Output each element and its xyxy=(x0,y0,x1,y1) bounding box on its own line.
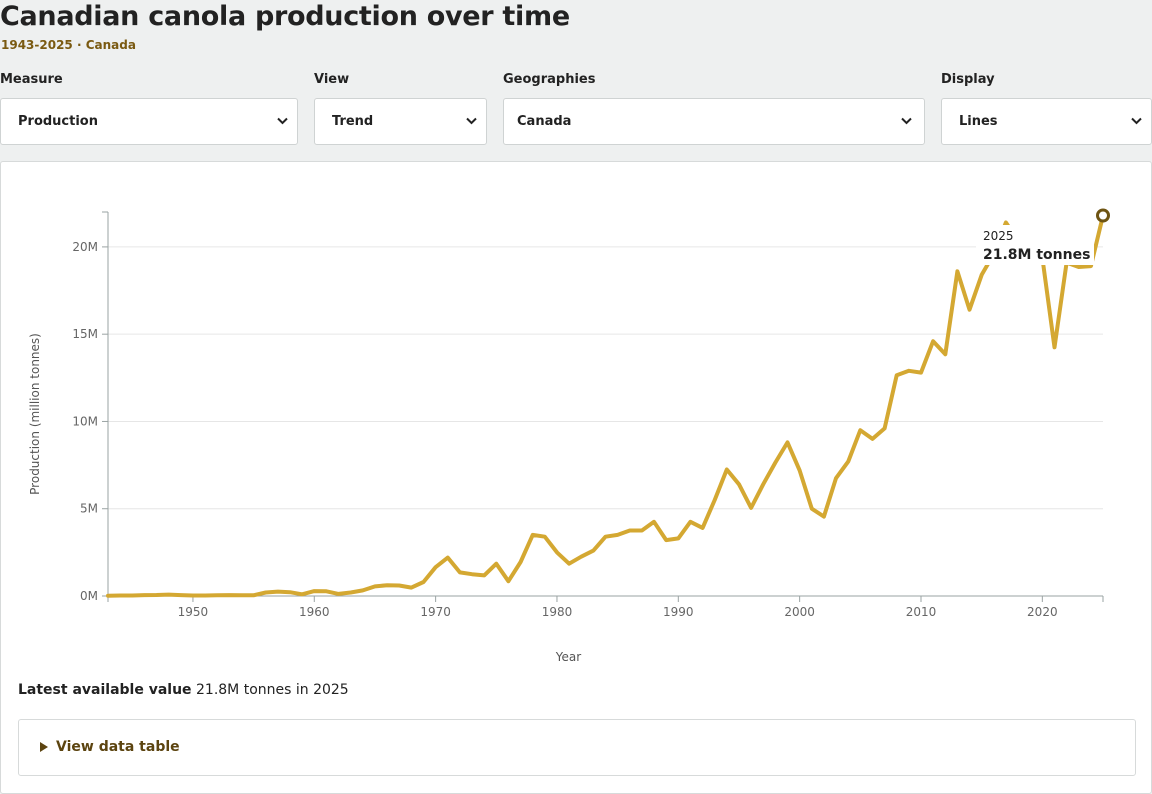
tooltip-value: 21.8M tonnes xyxy=(983,247,1091,263)
x-axis-title: Year xyxy=(555,650,581,664)
x-tick-label: 1970 xyxy=(420,605,451,619)
measure-label: Measure xyxy=(0,72,63,87)
page-title: Canadian canola production over time xyxy=(0,1,570,32)
display-select-value: Lines xyxy=(959,114,998,129)
y-tick-label: 5M xyxy=(80,502,98,516)
latest-value: Latest available value 21.8M tonnes in 2… xyxy=(18,682,349,698)
series-line-production[interactable] xyxy=(106,213,1105,598)
y-tick-label: 20M xyxy=(72,240,98,254)
tooltip-year: 2025 xyxy=(983,229,1014,243)
view-select-value: Trend xyxy=(332,114,374,129)
page-subtitle: 1943-2025 · Canada xyxy=(1,38,136,52)
data-table-toggle[interactable]: View data table xyxy=(18,719,1136,776)
x-tick-label: 1950 xyxy=(178,605,209,619)
chevron-down-icon xyxy=(466,117,477,125)
geographies-label: Geographies xyxy=(503,72,596,87)
x-tick-label: 1980 xyxy=(542,605,573,619)
y-tick-label: 10M xyxy=(72,414,98,428)
y-tick-label: 15M xyxy=(72,327,98,341)
view-label: View xyxy=(314,72,350,87)
x-tick-label: 2000 xyxy=(784,605,815,619)
latest-point-marker[interactable] xyxy=(1096,208,1110,223)
geographies-select-value: Canada xyxy=(517,114,572,129)
display-select[interactable]: Lines xyxy=(941,98,1152,145)
geographies-select[interactable]: Canada xyxy=(503,98,925,145)
chart-card: 0M 5M 10M 15M 20M 1950 1960 1970 1980 1990 2000 201… xyxy=(0,161,1152,794)
x-tick-label: 1960 xyxy=(299,605,330,619)
x-tick-label: 1990 xyxy=(663,605,694,619)
view-select[interactable]: Trend xyxy=(314,98,487,145)
x-tick-label: 2020 xyxy=(1027,605,1058,619)
x-tick-label: 2010 xyxy=(906,605,937,619)
measure-select-value: Production xyxy=(18,114,98,129)
display-label: Display xyxy=(941,72,995,87)
measure-select[interactable]: Production xyxy=(0,98,298,145)
y-axis-title: Production (million tonnes) xyxy=(28,333,42,495)
y-tick-label: 0M xyxy=(80,589,98,603)
chart-tooltip: 2025 21.8M tonnes xyxy=(976,225,1094,265)
latest-value-label: Latest available value xyxy=(18,682,192,698)
data-table-toggle-label: View data table xyxy=(56,739,180,755)
chevron-down-icon xyxy=(1131,117,1142,125)
chevron-down-icon xyxy=(901,117,912,125)
triangle-right-icon xyxy=(40,742,48,752)
line-chart[interactable]: 0M 5M 10M 15M 20M 1950 1960 1970 1980 1990 2000 201… xyxy=(1,162,1151,682)
chevron-down-icon xyxy=(277,117,288,125)
latest-value-text: 21.8M tonnes in 2025 xyxy=(196,682,349,698)
